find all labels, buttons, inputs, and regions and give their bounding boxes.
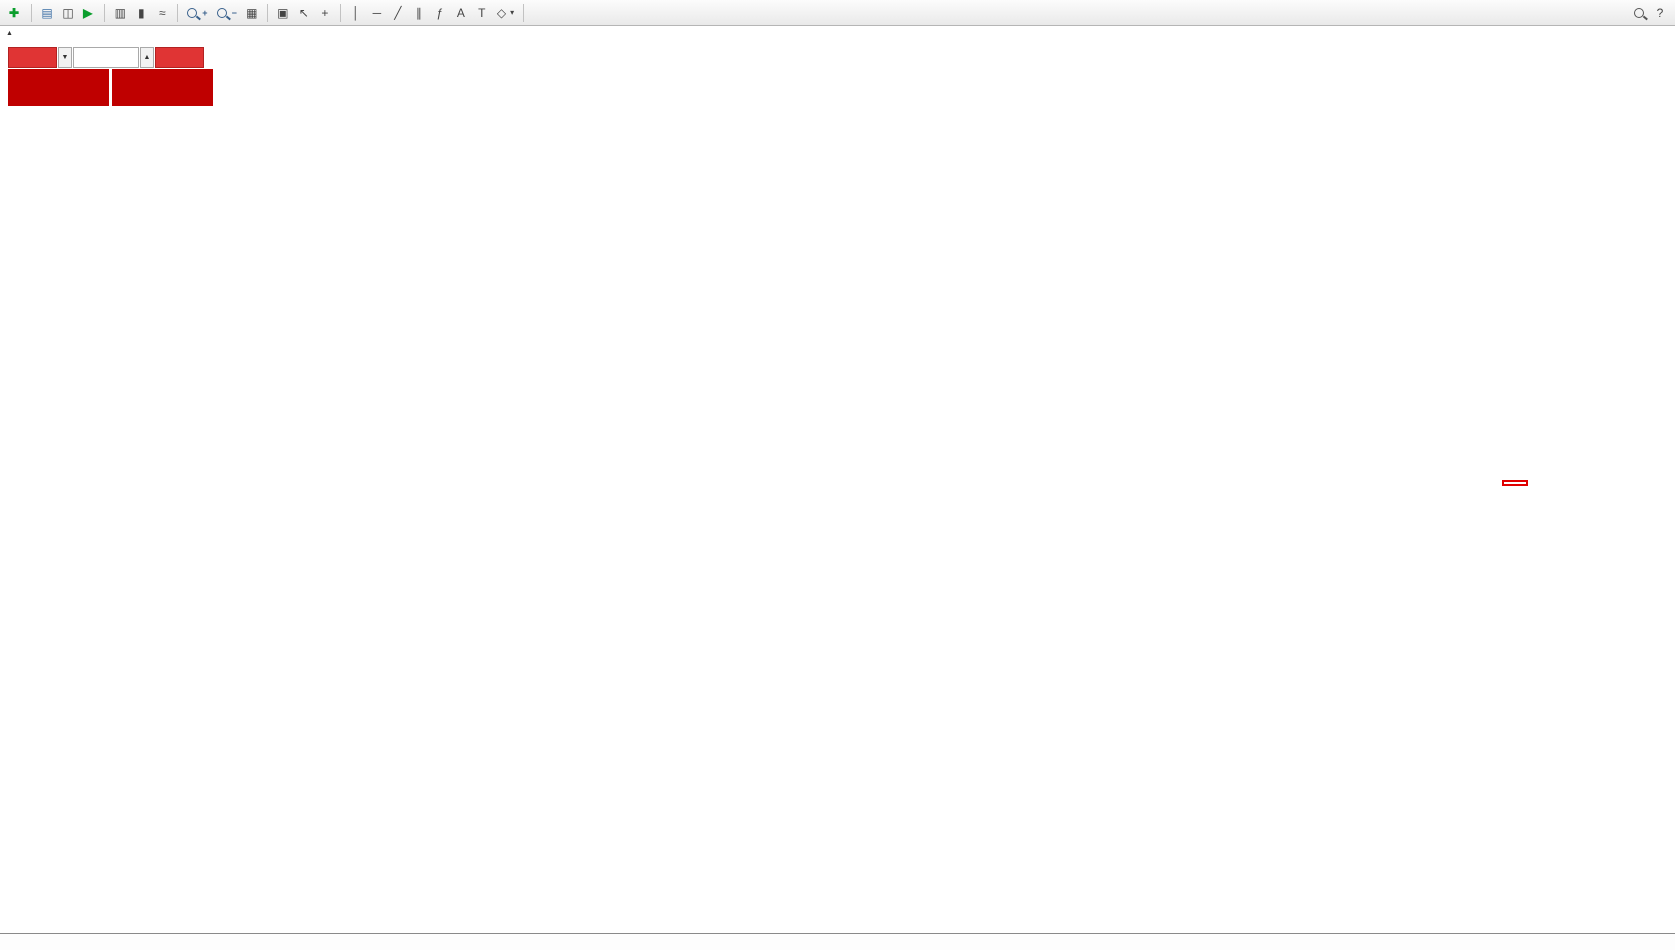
- zoom-out-icon: [216, 7, 227, 18]
- trendline-button[interactable]: ╱: [388, 3, 408, 23]
- volume-increase-button[interactable]: ▲: [140, 47, 154, 68]
- profiles-icon: ◫: [62, 5, 74, 20]
- help-button[interactable]: ?: [1650, 3, 1670, 23]
- bar-chart-icon: ▥: [114, 5, 126, 20]
- volume-input[interactable]: [73, 47, 139, 68]
- line-chart-icon: ≈: [159, 5, 166, 20]
- horizontal-line-icon: ─: [372, 5, 382, 20]
- fibonacci-icon: ƒ: [436, 5, 444, 20]
- candlestick-chart-button[interactable]: ▮: [131, 3, 151, 23]
- time-axis[interactable]: [0, 933, 1675, 950]
- bar-chart-button[interactable]: ▥: [110, 3, 130, 23]
- new-order-icon: ✚: [9, 5, 20, 20]
- candlestick-chart-icon: ▮: [137, 5, 145, 20]
- volume-decrease-button[interactable]: ▼: [58, 47, 72, 68]
- channel-button[interactable]: ∥: [409, 3, 429, 23]
- channel-icon: ∥: [415, 5, 422, 20]
- label-button[interactable]: T: [472, 3, 492, 23]
- line-chart-button[interactable]: ≈: [152, 3, 172, 23]
- sell-price[interactable]: [8, 69, 109, 106]
- vertical-line-button[interactable]: │: [346, 3, 366, 23]
- one-click-trading-panel: ▼ ▲: [8, 47, 216, 106]
- toolbar-separator: [31, 3, 33, 22]
- charts-menu-button[interactable]: ▤: [37, 3, 57, 23]
- fibonacci-button[interactable]: ƒ: [430, 3, 450, 23]
- crosshair-icon: +: [321, 5, 329, 20]
- buy-button[interactable]: [155, 47, 204, 68]
- crosshair-button[interactable]: +: [315, 3, 335, 23]
- cursor-icon: ↖: [298, 5, 309, 20]
- text-icon: A: [456, 5, 465, 20]
- tile-windows-icon: ▣: [277, 5, 289, 20]
- macd-panel: [0, 586, 1675, 771]
- chart-file-icon: ▤: [41, 5, 53, 20]
- macd-chart[interactable]: [0, 586, 1675, 771]
- text-button[interactable]: A: [451, 3, 471, 23]
- search-button[interactable]: [1629, 3, 1649, 23]
- buy-price[interactable]: [112, 69, 213, 106]
- grid-icon: ▦: [246, 5, 258, 20]
- toolbar-separator: [177, 3, 179, 22]
- zoom-in-icon: [187, 7, 198, 18]
- collapse-triangle-icon[interactable]: ▲: [6, 30, 13, 37]
- toolbar-separator: [339, 3, 341, 22]
- shapes-icon: ◇: [496, 5, 507, 20]
- autotrade-button[interactable]: ▶: [79, 3, 99, 23]
- rsi-chart[interactable]: [0, 771, 1675, 933]
- toolbar-separator: [104, 3, 106, 22]
- price-chart[interactable]: [0, 26, 1675, 586]
- grid-button[interactable]: ▦: [242, 3, 262, 23]
- search-icon: [1634, 7, 1644, 18]
- rsi-panel: [0, 771, 1675, 933]
- profiles-button[interactable]: ◫: [58, 3, 78, 23]
- shapes-button[interactable]: ◇ ▾: [493, 3, 518, 23]
- sell-button[interactable]: [8, 47, 57, 68]
- cursor-button[interactable]: ↖: [294, 3, 314, 23]
- autotrade-play-icon: ▶: [83, 5, 93, 20]
- toolbar-separator: [266, 3, 268, 22]
- price-callout[interactable]: [1502, 480, 1528, 486]
- tile-windows-button[interactable]: ▣: [273, 3, 293, 23]
- new-order-button[interactable]: ✚: [5, 3, 26, 23]
- symbol-info: ▲: [6, 30, 48, 37]
- chart-panel: ▲ ▼ ▲: [0, 26, 1675, 586]
- zoom-out-button[interactable]: −: [213, 3, 241, 23]
- toolbar: ✚ ▤ ◫ ▶ ▥ ▮ ≈ + − ▦ ▣ ↖ + │ ─ ╱ ∥ ƒ A T …: [0, 0, 1675, 26]
- help-icon: ?: [1656, 5, 1664, 20]
- caret-down-icon: ▾: [510, 7, 515, 17]
- horizontal-line-button[interactable]: ─: [367, 3, 387, 23]
- toolbar-separator: [523, 3, 525, 22]
- zoom-in-button[interactable]: +: [183, 3, 211, 23]
- vertical-line-icon: │: [352, 5, 360, 20]
- trendline-icon: ╱: [394, 5, 402, 20]
- text-label-icon: T: [478, 5, 486, 20]
